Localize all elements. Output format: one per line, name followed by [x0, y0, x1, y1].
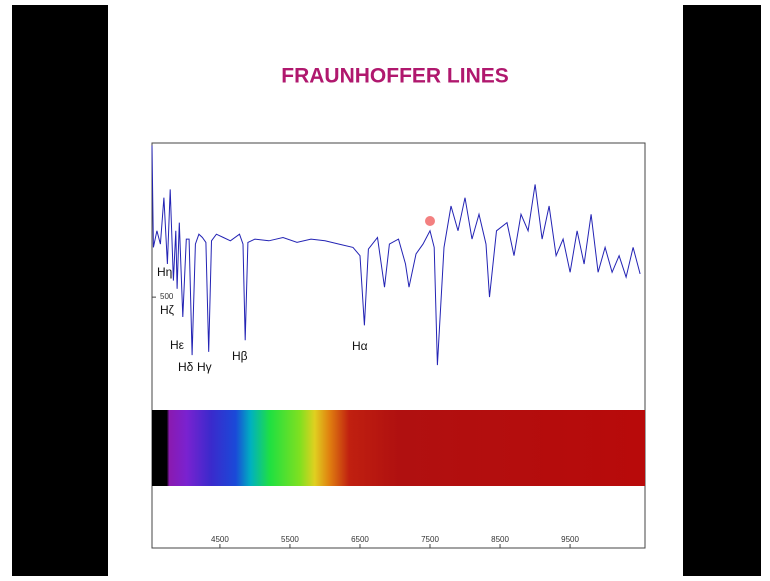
- spectrum-strip: [152, 410, 645, 486]
- x-tick-label: 6500: [351, 535, 369, 544]
- letterbox: [12, 5, 108, 576]
- pointer: [425, 216, 435, 226]
- line-label: Hδ: [178, 360, 194, 374]
- x-tick-label: 5500: [281, 535, 299, 544]
- x-tick-label: 7500: [421, 535, 439, 544]
- chart-title: FRAUNHOFFER LINES: [281, 65, 509, 88]
- line-label: Hζ: [160, 303, 175, 317]
- slide: FRAUNHOFFER LINES 4500 5500 6500 7500 8500 95…: [0, 0, 770, 581]
- line-label: Hβ: [232, 349, 248, 363]
- line-label: Hε: [170, 338, 185, 352]
- x-tick-label: 4500: [211, 535, 229, 544]
- x-tick-label: 8500: [491, 535, 509, 544]
- line-label: Hα: [352, 339, 368, 353]
- spectrum-line: [152, 146, 640, 366]
- plot-frame: [152, 143, 645, 548]
- line-label: Hγ: [197, 360, 212, 374]
- line-label: Hη: [157, 265, 172, 279]
- x-tick-label: 9500: [561, 535, 579, 544]
- y-tick-label: 500: [160, 292, 174, 301]
- letterbox: [683, 5, 761, 576]
